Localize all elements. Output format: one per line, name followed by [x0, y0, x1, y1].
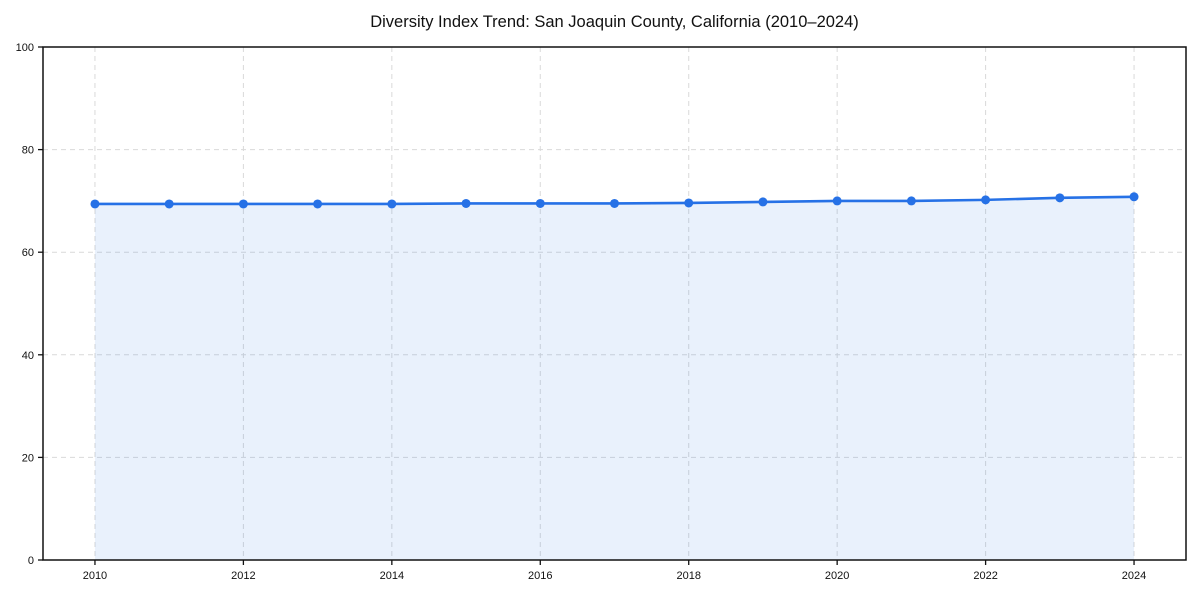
y-tick-label: 40	[22, 350, 34, 362]
data-point-marker	[758, 197, 768, 207]
data-point-marker	[1055, 193, 1065, 203]
y-tick-label: 20	[22, 452, 34, 464]
x-tick-label: 2024	[1122, 570, 1146, 582]
data-point-marker	[535, 198, 545, 208]
y-tick-label: 0	[28, 555, 34, 567]
x-tick-label: 2014	[380, 570, 404, 582]
x-tick-label: 2012	[231, 570, 255, 582]
x-tick-label: 2022	[973, 570, 997, 582]
data-point-marker	[981, 195, 991, 205]
x-tick-label: 2010	[83, 570, 107, 582]
data-point-marker	[832, 196, 842, 206]
y-tick-label: 100	[16, 42, 34, 54]
x-tick-label: 2020	[825, 570, 849, 582]
data-point-marker	[906, 196, 916, 206]
data-point-marker	[164, 199, 174, 209]
area-fill	[94, 196, 1135, 560]
x-tick-label: 2016	[528, 570, 552, 582]
data-point-marker	[238, 199, 248, 209]
y-tick-label: 60	[22, 247, 34, 259]
y-tick-label: 80	[22, 145, 34, 157]
chart-title: Diversity Index Trend: San Joaquin Count…	[370, 13, 859, 31]
data-point-marker	[610, 198, 619, 208]
data-point-marker	[1129, 192, 1139, 202]
plot-border	[42, 46, 1187, 561]
data-point-marker	[387, 199, 397, 209]
x-tick-label: 2018	[676, 570, 700, 582]
data-point-marker	[684, 198, 694, 208]
data-point-marker	[461, 198, 471, 208]
data-point-marker	[90, 199, 100, 209]
data-point-marker	[313, 199, 323, 209]
